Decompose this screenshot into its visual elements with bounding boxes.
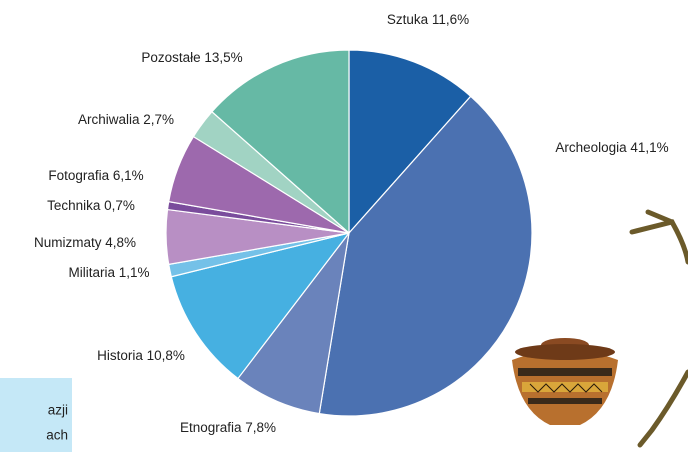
slice-name: Pozostałe xyxy=(141,50,200,65)
slice-label: Etnografia 7,8% xyxy=(180,420,276,435)
slice-label: Pozostałe 13,5% xyxy=(141,50,242,65)
slice-value: 2,7% xyxy=(143,112,174,127)
slice-name: Technika xyxy=(47,198,101,213)
slice-label: Militaria 1,1% xyxy=(68,265,149,280)
slice-name: Sztuka xyxy=(387,12,429,27)
slice-name: Archiwalia xyxy=(78,112,140,127)
slice-value: 10,8% xyxy=(147,348,185,363)
slice-value: 6,1% xyxy=(113,168,144,183)
slice-value: 0,7% xyxy=(104,198,135,213)
slice-label: Archeologia 41,1% xyxy=(555,140,668,155)
slice-name: Archeologia xyxy=(555,140,627,155)
slice-label: Technika 0,7% xyxy=(47,198,135,213)
slice-name: Fotografia xyxy=(48,168,109,183)
slice-name: Numizmaty xyxy=(34,235,102,250)
slice-label: Historia 10,8% xyxy=(97,348,185,363)
slice-value: 1,1% xyxy=(119,265,150,280)
side-text: ach xyxy=(46,428,68,443)
branch xyxy=(632,212,688,445)
slice-label: Fotografia 6,1% xyxy=(48,168,143,183)
chart: azji ach Sztuka 11,6% Archeologia 41,1% Et… xyxy=(0,0,688,452)
slice-value: 11,6% xyxy=(432,12,469,27)
pot xyxy=(512,338,618,425)
slice-label: Sztuka 11,6% xyxy=(387,12,469,27)
slice-name: Etnografia xyxy=(180,420,242,435)
side-text: azji xyxy=(48,403,68,418)
slice-label: Numizmaty 4,8% xyxy=(34,235,136,250)
slice-value: 7,8% xyxy=(245,420,276,435)
slice-value: 4,8% xyxy=(105,235,136,250)
slice-name: Historia xyxy=(97,348,143,363)
slice-name: Militaria xyxy=(68,265,115,280)
slice-value: 13,5% xyxy=(204,50,242,65)
slice-label: Archiwalia 2,7% xyxy=(78,112,174,127)
slice-value: 41,1% xyxy=(630,140,668,155)
